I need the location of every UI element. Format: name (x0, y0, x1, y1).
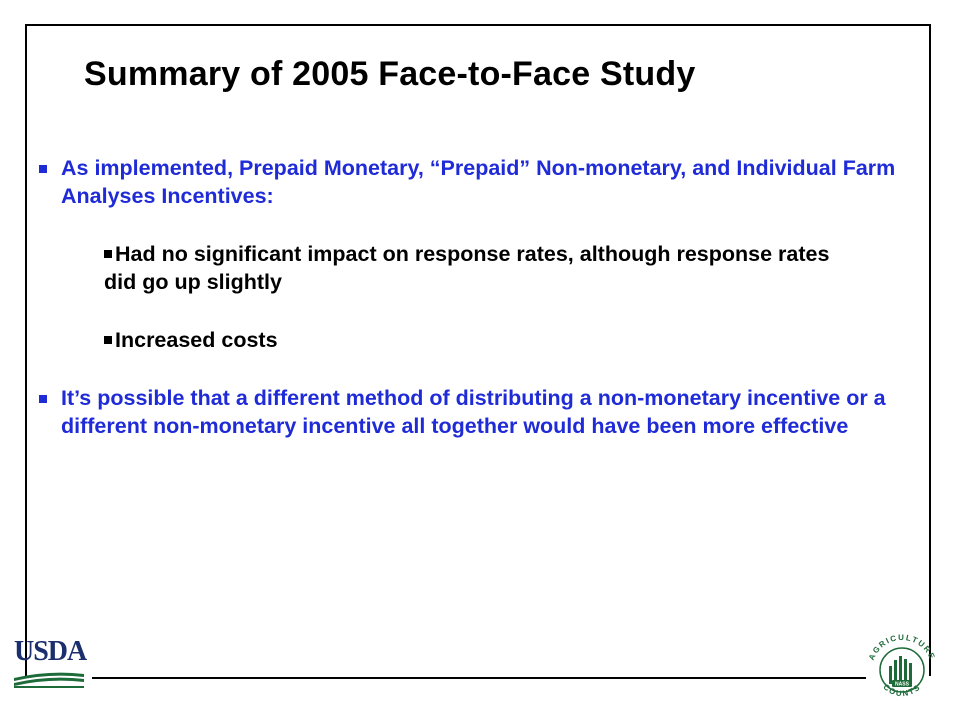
bullet-level1: As implemented, Prepaid Monetary, “Prepa… (35, 154, 915, 210)
slide-frame-bottom-rule (92, 677, 866, 679)
bullet-level2: Increased costs (104, 326, 864, 354)
bullet-text: Had no significant impact on response ra… (104, 242, 830, 294)
bullet-square-icon (104, 336, 112, 344)
nass-agriculture-counts-logo-icon: NASS AGRICULTURE COUNTS (867, 633, 936, 698)
bullet-text: It’s possible that a different method of… (61, 386, 886, 438)
bullet-level2: Had no significant impact on response ra… (104, 240, 864, 296)
usda-field-bars-icon (14, 672, 84, 688)
usda-logo-text: USDA (14, 636, 87, 667)
bullet-text: Increased costs (115, 328, 278, 352)
slide-frame (25, 24, 931, 676)
bullet-square-icon (39, 395, 47, 403)
bullet-text: As implemented, Prepaid Monetary, “Prepa… (61, 156, 896, 208)
slide-title: Summary of 2005 Face-to-Face Study (84, 55, 696, 93)
nass-badge-text: NASS (895, 682, 910, 688)
bullet-square-icon (39, 165, 47, 173)
bullet-square-icon (104, 250, 112, 258)
bullet-level1: It’s possible that a different method of… (35, 384, 915, 440)
usda-logo-icon: USDA (14, 636, 87, 688)
